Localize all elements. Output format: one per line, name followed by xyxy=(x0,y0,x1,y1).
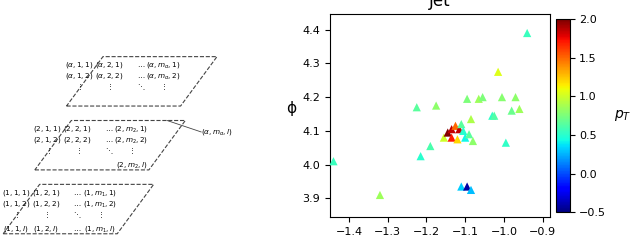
Text: $(2,m_2,1)$: $(2,m_2,1)$ xyxy=(115,124,148,134)
Point xyxy=(511,95,521,99)
Text: $(1,2,2)$: $(1,2,2)$ xyxy=(32,199,60,209)
Point xyxy=(425,144,435,148)
Text: $(\alpha,m_\alpha,l)$: $(\alpha,m_\alpha,l)$ xyxy=(201,127,233,137)
Point xyxy=(477,95,488,99)
Text: $\cdots$: $\cdots$ xyxy=(137,62,145,68)
Text: $(1,m_1,l)$: $(1,m_1,l)$ xyxy=(84,224,116,234)
Text: $(1,1,1)$: $(1,1,1)$ xyxy=(2,188,30,198)
Text: $\cdots$: $\cdots$ xyxy=(74,201,82,207)
Text: $(\alpha,2,2)$: $(\alpha,2,2)$ xyxy=(95,71,124,81)
Point xyxy=(522,31,532,35)
Point xyxy=(452,137,463,141)
Point xyxy=(500,141,511,145)
Text: $\vdots$: $\vdots$ xyxy=(160,82,166,92)
Point xyxy=(447,127,457,131)
Polygon shape xyxy=(35,120,186,170)
Text: $\cdots$: $\cdots$ xyxy=(137,74,145,79)
Point xyxy=(460,220,470,224)
Text: $(2,m_2,l)$: $(2,m_2,l)$ xyxy=(116,160,147,170)
Text: $(1,1,2)$: $(1,1,2)$ xyxy=(2,199,30,209)
Text: $\cdots$: $\cdots$ xyxy=(105,126,113,132)
Polygon shape xyxy=(67,57,217,106)
Point xyxy=(515,107,525,111)
Text: $(2,2,2)$: $(2,2,2)$ xyxy=(63,135,92,145)
Text: $\vdots$: $\vdots$ xyxy=(76,82,82,92)
Text: $\vdots$: $\vdots$ xyxy=(45,146,51,156)
Point xyxy=(456,122,467,126)
Point xyxy=(415,154,426,158)
Point xyxy=(456,185,467,188)
Text: $(\alpha,m_\alpha,1)$: $(\alpha,m_\alpha,1)$ xyxy=(146,60,180,70)
Point xyxy=(443,131,453,134)
Point xyxy=(439,136,449,140)
Point xyxy=(460,136,470,140)
Text: $\ddots$: $\ddots$ xyxy=(137,82,145,92)
Text: $\vdots$: $\vdots$ xyxy=(129,146,134,156)
Point xyxy=(375,193,385,197)
Point xyxy=(458,129,468,133)
Y-axis label: ϕ: ϕ xyxy=(286,101,296,116)
Point xyxy=(466,117,476,121)
Text: $(2,2,1)$: $(2,2,1)$ xyxy=(63,124,92,134)
Text: $(\alpha,m_\alpha,2)$: $(\alpha,m_\alpha,2)$ xyxy=(146,71,180,81)
Text: $(\alpha,1,2)$: $(\alpha,1,2)$ xyxy=(65,71,93,81)
Point xyxy=(464,132,474,136)
Text: $\vdots$: $\vdots$ xyxy=(43,210,49,220)
Point xyxy=(431,104,441,107)
Point xyxy=(451,124,461,128)
Point xyxy=(328,159,339,163)
Text: $\vdots$: $\vdots$ xyxy=(97,210,103,220)
Point xyxy=(474,97,484,101)
Point xyxy=(454,127,465,131)
Point xyxy=(506,109,516,113)
Text: $\ddots$: $\ddots$ xyxy=(105,146,113,156)
Text: $\cdots$: $\cdots$ xyxy=(105,137,113,143)
Point xyxy=(462,97,472,101)
Text: $\vdots$: $\vdots$ xyxy=(13,210,19,220)
Text: $(1,1,l)$: $(1,1,l)$ xyxy=(3,224,29,234)
Polygon shape xyxy=(3,184,154,234)
Y-axis label: $p_T$: $p_T$ xyxy=(614,108,632,123)
Text: $\vdots$: $\vdots$ xyxy=(106,82,112,92)
Text: $(\alpha,2,1)$: $(\alpha,2,1)$ xyxy=(95,60,124,70)
Point xyxy=(493,70,503,74)
Point xyxy=(462,185,472,188)
Text: $\cdots$: $\cdots$ xyxy=(74,190,82,196)
Point xyxy=(489,114,499,118)
Point xyxy=(412,105,422,109)
Text: $(1,m_1,1)$: $(1,m_1,1)$ xyxy=(83,188,117,198)
Text: $\ddots$: $\ddots$ xyxy=(74,210,82,220)
Point xyxy=(497,95,507,99)
Title: Jet: Jet xyxy=(429,0,451,10)
Text: $(1,2,l)$: $(1,2,l)$ xyxy=(33,224,59,234)
Text: $\vdots$: $\vdots$ xyxy=(75,146,81,156)
Point xyxy=(487,114,497,118)
Point xyxy=(468,139,478,143)
Text: $(1,2,1)$: $(1,2,1)$ xyxy=(32,188,60,198)
Text: $(\alpha,1,1)$: $(\alpha,1,1)$ xyxy=(65,60,93,70)
Point xyxy=(466,188,476,192)
Point xyxy=(447,136,457,140)
Text: $(2,m_2,2)$: $(2,m_2,2)$ xyxy=(115,135,148,145)
Text: $(1,m_1,2)$: $(1,m_1,2)$ xyxy=(83,199,117,209)
Text: $(2,1,2)$: $(2,1,2)$ xyxy=(33,135,61,145)
Text: $\cdots$: $\cdots$ xyxy=(74,226,82,232)
Text: $(2,1,1)$: $(2,1,1)$ xyxy=(33,124,61,134)
